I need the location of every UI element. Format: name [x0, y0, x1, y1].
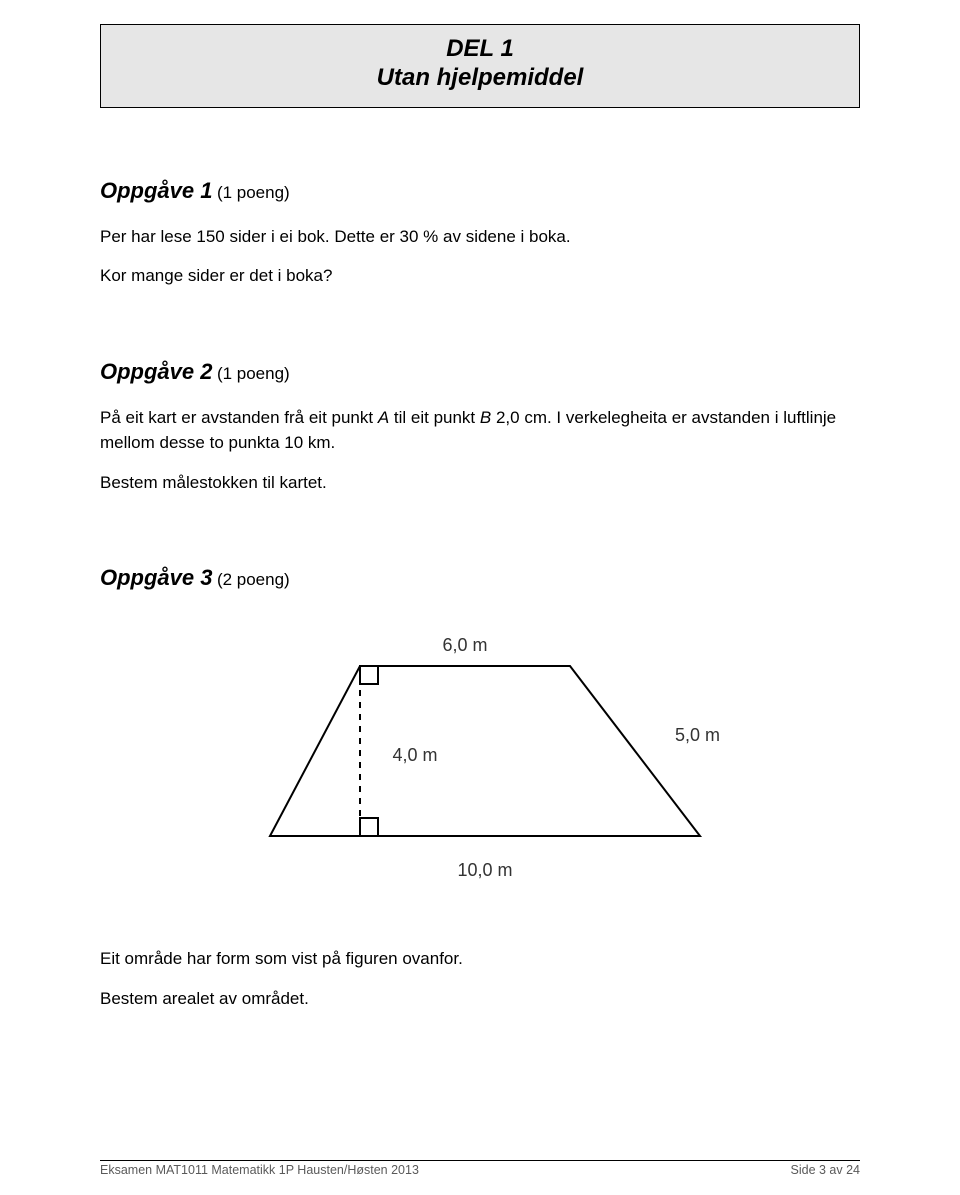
task-2-name: Oppgåve 2: [100, 359, 212, 384]
task-1-paragraph-2: Kor mange sider er det i boka?: [100, 263, 860, 289]
task-3-paragraph-1: Eit område har form som vist på figuren …: [100, 946, 860, 972]
page-footer: Eksamen MAT1011 Matematikk 1P Hausten/Hø…: [0, 1160, 960, 1177]
footer-right: Side 3 av 24: [791, 1163, 861, 1177]
trapezoid-shape: [270, 666, 700, 836]
task-1-title: Oppgåve 1 (1 poeng): [100, 178, 860, 204]
task-3: Oppgåve 3 (2 poeng) 6,0 m 5,0 m 4,0 m 10…: [100, 565, 860, 1011]
task-2-text-mid: til eit punkt: [389, 408, 480, 427]
task-1-points: (1 poeng): [217, 183, 290, 202]
header-line-2: Utan hjelpemiddel: [101, 64, 859, 93]
task-2-paragraph-2: Bestem målestokken til kartet.: [100, 470, 860, 496]
task-3-points: (2 poeng): [217, 570, 290, 589]
task-2-italic-b: B: [480, 408, 491, 427]
footer-rule: [100, 1160, 860, 1161]
task-1: Oppgåve 1 (1 poeng) Per har lese 150 sid…: [100, 178, 860, 289]
task-3-name: Oppgåve 3: [100, 565, 212, 590]
section-header: DEL 1 Utan hjelpemiddel: [100, 24, 860, 108]
label-bottom: 10,0 m: [457, 860, 512, 880]
label-top: 6,0 m: [442, 635, 487, 655]
right-angle-bottom-icon: [360, 818, 378, 836]
task-2-italic-a: A: [378, 408, 389, 427]
task-2-points: (1 poeng): [217, 364, 290, 383]
task-2-title: Oppgåve 2 (1 poeng): [100, 359, 860, 385]
label-right: 5,0 m: [675, 725, 720, 745]
task-1-name: Oppgåve 1: [100, 178, 212, 203]
right-angle-top-icon: [360, 666, 378, 684]
header-line-1: DEL 1: [101, 35, 859, 64]
trapezoid-diagram: 6,0 m 5,0 m 4,0 m 10,0 m: [220, 621, 740, 901]
task-1-paragraph-1: Per har lese 150 sider i ei bok. Dette e…: [100, 224, 860, 250]
task-3-figure: 6,0 m 5,0 m 4,0 m 10,0 m: [220, 621, 740, 906]
task-2-text-pre: På eit kart er avstanden frå eit punkt: [100, 408, 378, 427]
task-2-paragraph-1: På eit kart er avstanden frå eit punkt A…: [100, 405, 860, 456]
task-3-paragraph-2: Bestem arealet av området.: [100, 986, 860, 1012]
task-2: Oppgåve 2 (1 poeng) På eit kart er avsta…: [100, 359, 860, 496]
label-height: 4,0 m: [392, 745, 437, 765]
task-3-title: Oppgåve 3 (2 poeng): [100, 565, 860, 591]
footer-left: Eksamen MAT1011 Matematikk 1P Hausten/Hø…: [100, 1163, 419, 1177]
